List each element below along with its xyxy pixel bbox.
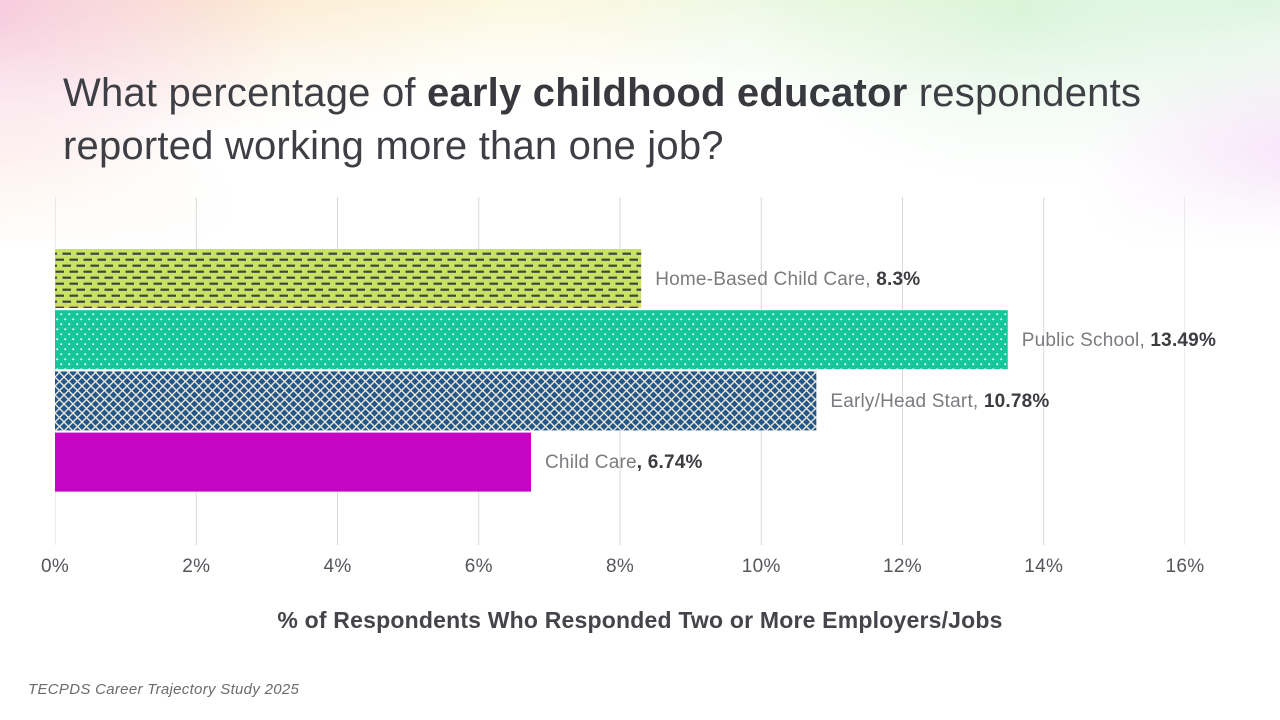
x-axis-tick: 4%: [323, 556, 352, 577]
bar-label-value: , 6.74%: [636, 452, 703, 474]
bar-data-label: Home-Based Child Care, 8.3%: [655, 269, 920, 291]
bar-pattern: [55, 249, 642, 308]
chart-plot-area: [55, 197, 1185, 545]
x-axis-title: % of Respondents Who Responded Two or Mo…: [277, 607, 1003, 633]
bar-data-label: Early/Head Start, 10.78%: [830, 391, 1049, 413]
title-suffix: respondents reported working more than o…: [63, 70, 1142, 168]
bar-label-value: 13.49%: [1150, 329, 1217, 351]
page-title: What percentage of early childhood educa…: [63, 67, 1223, 173]
bar-data-label: Public School, 13.49%: [1022, 330, 1216, 352]
bar-label-category: Public School,: [1021, 329, 1151, 351]
x-axis-tick: 8%: [605, 556, 635, 577]
x-axis-tick: 6%: [464, 556, 493, 577]
bars-group: [55, 249, 1008, 492]
bar-pattern: [55, 371, 817, 431]
x-axis-tick: 10%: [741, 556, 781, 577]
x-axis-tick: 2%: [182, 556, 211, 577]
bar-label-category: Child Care: [545, 452, 637, 474]
x-axis-tick: 14%: [1024, 556, 1064, 577]
title-bold: early childhood educator: [427, 70, 908, 115]
bar-label-category: Home-Based Child Care,: [655, 268, 877, 290]
title-prefix: What percentage of: [63, 70, 428, 115]
x-axis-tick: 12%: [883, 556, 922, 577]
bar-data-label: Child Care, 6.74%: [545, 452, 703, 474]
bar: [55, 432, 532, 492]
bar-pattern: [55, 310, 1008, 370]
bar-label-category: Early/Head Start,: [830, 390, 984, 412]
x-axis-tick: 16%: [1165, 556, 1205, 577]
bar-label-value: 10.78%: [983, 390, 1050, 412]
bar-label-value: 8.3%: [876, 268, 921, 290]
x-axis-tick: 0%: [40, 556, 70, 577]
source-note: TECPDS Career Trajectory Study 2025: [28, 681, 300, 698]
